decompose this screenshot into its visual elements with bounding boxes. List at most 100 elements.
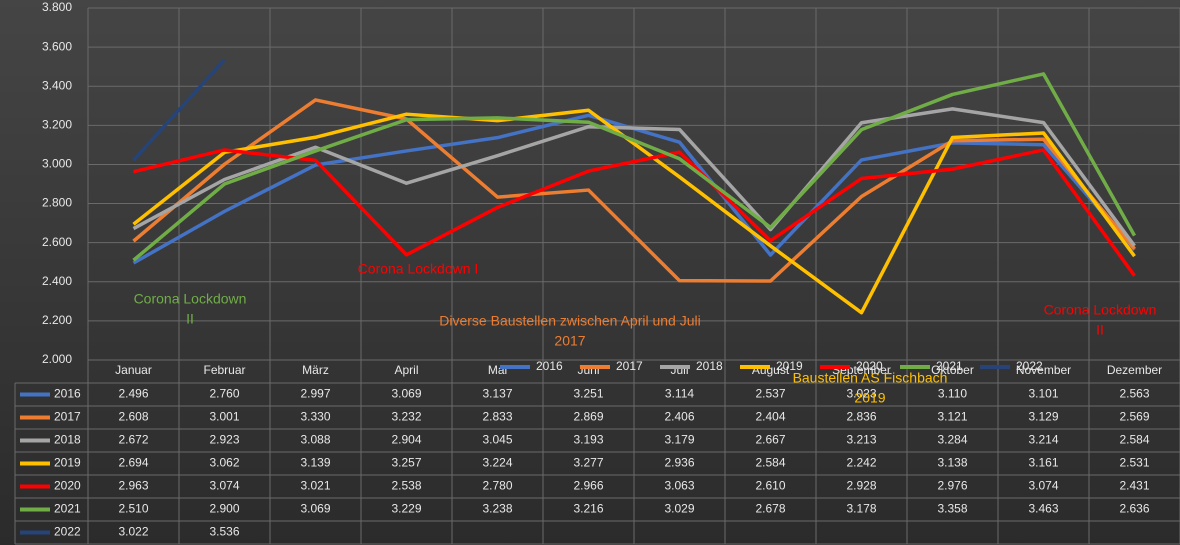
- series-line: [132, 108, 1136, 315]
- table-cell: 2.531: [1119, 456, 1149, 470]
- table-cell: 3.023: [846, 387, 876, 401]
- annotation: II: [186, 311, 194, 327]
- table-cell: 2.694: [118, 456, 148, 470]
- series-line: [132, 107, 1136, 247]
- table-cell: 3.213: [846, 433, 876, 447]
- table-cell: 3.238: [482, 502, 512, 516]
- table-cell: 3.536: [209, 525, 239, 539]
- annotation: Corona Lockdown: [1044, 302, 1157, 318]
- table-cell: 2.900: [209, 502, 239, 516]
- legend-label: 2021: [936, 359, 963, 373]
- table-cell: 2.760: [209, 387, 239, 401]
- table-cell: 2.406: [664, 410, 694, 424]
- table-cell: 3.463: [1028, 502, 1058, 516]
- table-cell: 2.936: [664, 456, 694, 470]
- table-cell: 3.088: [300, 433, 330, 447]
- table-cell: 3.074: [209, 479, 239, 493]
- table-cell: 2.584: [1119, 433, 1149, 447]
- table-cell: 2.833: [482, 410, 512, 424]
- table-cell: 3.045: [482, 433, 512, 447]
- table-cell: 2.928: [846, 479, 876, 493]
- legend-label: 2020: [856, 359, 883, 373]
- table-cell: 3.021: [300, 479, 330, 493]
- x-tick-label: Oktober: [931, 363, 974, 377]
- y-tick-label: 2.200: [42, 313, 72, 327]
- table-cell: 2.610: [755, 479, 785, 493]
- table-cell: 3.232: [391, 410, 421, 424]
- x-tick-label: Februar: [203, 363, 245, 377]
- table-cell: 2.869: [573, 410, 603, 424]
- table-cell: 3.224: [482, 456, 512, 470]
- table-cell: 3.129: [1028, 410, 1058, 424]
- y-tick-label: 3.000: [42, 157, 72, 171]
- table-cell: 3.330: [300, 410, 330, 424]
- legend-label: 2022: [1016, 359, 1043, 373]
- x-tick-label: Dezember: [1107, 363, 1162, 377]
- annotation: Corona Lockdown: [134, 291, 247, 307]
- y-tick-label: 2.600: [42, 235, 72, 249]
- table-cell: 3.251: [573, 387, 603, 401]
- x-tick-label: November: [1016, 363, 1071, 377]
- table-cell: 2.963: [118, 479, 148, 493]
- y-tick-label: 3.600: [42, 39, 72, 53]
- x-tick-label: Januar: [115, 363, 152, 377]
- table-cell: 2.966: [573, 479, 603, 493]
- annotation: II: [1096, 322, 1104, 338]
- table-cell: 2.538: [391, 479, 421, 493]
- table-cell: 3.257: [391, 456, 421, 470]
- table-cell: 3.138: [937, 456, 967, 470]
- table-cell: 2.997: [300, 387, 330, 401]
- legend-label: 2016: [536, 359, 563, 373]
- table-cell: 2.496: [118, 387, 148, 401]
- table-cell: 2.537: [755, 387, 785, 401]
- table-cell: 2.404: [755, 410, 785, 424]
- y-tick-label: 2.400: [42, 274, 72, 288]
- annotation: 2017: [554, 333, 585, 349]
- table-cell: 3.229: [391, 502, 421, 516]
- y-tick-label: 3.400: [42, 78, 72, 92]
- table-cell: 3.277: [573, 456, 603, 470]
- table-cell: 2.636: [1119, 502, 1149, 516]
- table-series-name: 2016: [54, 387, 81, 401]
- table-cell: 3.063: [664, 479, 694, 493]
- legend-label: 2019: [776, 359, 803, 373]
- table-cell: 3.029: [664, 502, 694, 516]
- y-tick-label: 3.200: [42, 118, 72, 132]
- table-cell: 3.284: [937, 433, 967, 447]
- y-tick-label: 2.000: [42, 352, 72, 366]
- table-cell: 2.678: [755, 502, 785, 516]
- table-cell: 3.137: [482, 387, 512, 401]
- table-cell: 3.074: [1028, 479, 1058, 493]
- table-series-name: 2021: [54, 502, 81, 516]
- table-cell: 2.904: [391, 433, 421, 447]
- table-series-name: 2019: [54, 456, 81, 470]
- series-line: [132, 98, 1136, 283]
- table-cell: 3.161: [1028, 456, 1058, 470]
- series-line: [133, 148, 1136, 277]
- annotation: 2019: [854, 390, 885, 406]
- table-cell: 2.672: [118, 433, 148, 447]
- table-cell: 3.110: [938, 387, 967, 401]
- annotation: Diverse Baustellen zwischen April und Ju…: [439, 313, 700, 329]
- annotation: Corona Lockdown I: [358, 261, 479, 277]
- table-cell: 2.242: [846, 456, 876, 470]
- table-cell: 3.062: [209, 456, 239, 470]
- table-cell: 2.431: [1119, 479, 1149, 493]
- series-line: [132, 72, 1137, 262]
- table-cell: 3.121: [937, 410, 967, 424]
- legend-label: 2018: [696, 359, 723, 373]
- table-cell: 2.510: [118, 502, 148, 516]
- table-cell: 2.608: [118, 410, 148, 424]
- y-tick-label: 3.800: [42, 0, 72, 14]
- table-cell: 3.101: [1028, 387, 1058, 401]
- table-series-name: 2022: [54, 525, 81, 539]
- table-cell: 2.780: [482, 479, 512, 493]
- table-cell: 3.001: [209, 410, 239, 424]
- table-series-name: 2018: [54, 433, 81, 447]
- table-cell: 3.022: [118, 525, 148, 539]
- table-cell: 3.114: [665, 387, 694, 401]
- table-cell: 3.069: [391, 387, 421, 401]
- table-cell: 2.667: [755, 433, 785, 447]
- table-cell: 3.069: [300, 502, 330, 516]
